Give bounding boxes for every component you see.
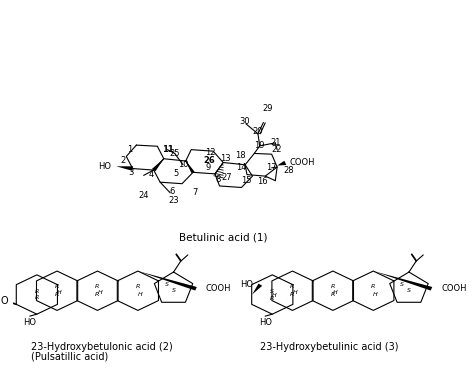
Text: S: S <box>407 288 411 293</box>
Text: 21: 21 <box>270 138 281 147</box>
Text: 20: 20 <box>253 127 263 136</box>
Text: 25: 25 <box>170 149 180 158</box>
Text: 1: 1 <box>127 145 132 154</box>
Text: COOH: COOH <box>205 284 231 293</box>
Text: 22: 22 <box>272 145 283 154</box>
Text: R: R <box>290 285 295 290</box>
Text: R: R <box>35 289 39 294</box>
Text: H: H <box>292 290 297 295</box>
Text: S: S <box>270 289 274 294</box>
Text: HO: HO <box>23 319 36 327</box>
Text: (Pulsatillic acid): (Pulsatillic acid) <box>31 352 109 362</box>
Text: 8: 8 <box>215 174 220 184</box>
Text: R: R <box>290 292 295 297</box>
Text: COOH: COOH <box>441 284 467 293</box>
Text: 23-Hydroxybetulonic acid (2): 23-Hydroxybetulonic acid (2) <box>31 342 173 352</box>
Text: 24: 24 <box>138 191 149 200</box>
Text: R: R <box>371 285 375 290</box>
Polygon shape <box>116 166 133 171</box>
Text: R: R <box>95 292 100 297</box>
Text: 10: 10 <box>178 160 188 169</box>
Text: 23: 23 <box>169 196 179 205</box>
Text: H: H <box>97 290 102 295</box>
Text: R: R <box>35 295 39 300</box>
Text: 18: 18 <box>235 151 246 160</box>
Polygon shape <box>277 161 286 165</box>
Text: 6: 6 <box>169 187 175 196</box>
Text: HO: HO <box>259 319 272 327</box>
Text: Betulinic acid (1): Betulinic acid (1) <box>179 233 267 243</box>
Text: H: H <box>333 290 337 295</box>
Text: 17: 17 <box>266 163 277 172</box>
Text: H: H <box>138 292 143 297</box>
Text: S: S <box>400 282 404 288</box>
Polygon shape <box>186 161 195 173</box>
Text: 12: 12 <box>205 148 216 157</box>
Polygon shape <box>374 271 432 291</box>
Text: 7: 7 <box>192 187 198 197</box>
Text: R: R <box>331 285 335 290</box>
Text: 13: 13 <box>220 154 230 163</box>
Text: 23-Hydroxybetulinic acid (3): 23-Hydroxybetulinic acid (3) <box>260 342 398 352</box>
Text: 11: 11 <box>162 145 173 154</box>
Text: 3: 3 <box>128 168 134 177</box>
Text: HO: HO <box>240 280 254 289</box>
Text: HO: HO <box>98 162 111 171</box>
Text: 29: 29 <box>263 104 273 112</box>
Polygon shape <box>152 159 164 171</box>
Text: R: R <box>136 285 140 290</box>
Text: H: H <box>373 292 378 297</box>
Text: H: H <box>272 293 277 298</box>
Text: 16: 16 <box>257 177 268 186</box>
Text: R: R <box>55 285 59 290</box>
Polygon shape <box>252 283 262 295</box>
Text: H: H <box>57 290 62 295</box>
Text: S: S <box>172 288 175 293</box>
Text: 15: 15 <box>241 176 251 185</box>
Text: 30: 30 <box>239 117 249 126</box>
Text: O: O <box>0 296 8 306</box>
Text: 14: 14 <box>236 163 247 171</box>
Text: S: S <box>164 282 169 288</box>
Text: 5: 5 <box>173 169 178 178</box>
Text: R: R <box>55 292 59 297</box>
Text: 2: 2 <box>120 157 125 165</box>
Text: 27: 27 <box>221 173 232 182</box>
Text: R: R <box>95 285 100 290</box>
Text: 28: 28 <box>284 166 294 174</box>
Text: 26: 26 <box>204 157 215 165</box>
Text: COOH: COOH <box>289 158 315 167</box>
Text: 4: 4 <box>148 170 154 179</box>
Text: 9: 9 <box>205 163 210 172</box>
Text: R: R <box>270 296 274 301</box>
Text: 19: 19 <box>255 141 265 150</box>
Polygon shape <box>138 271 197 291</box>
Text: R: R <box>331 292 335 297</box>
